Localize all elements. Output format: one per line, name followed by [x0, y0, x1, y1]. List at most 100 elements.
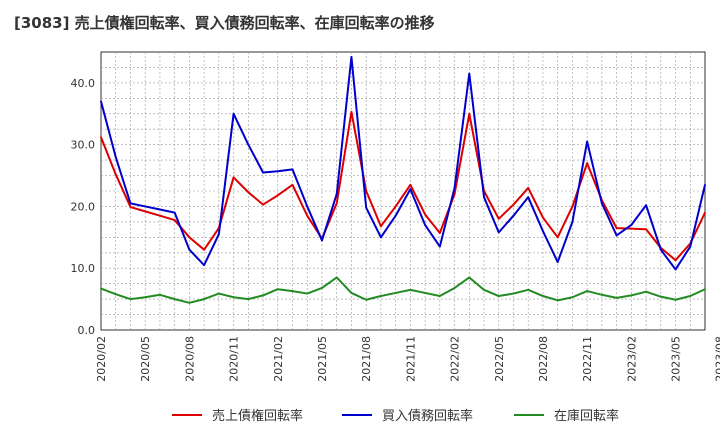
data-point	[350, 56, 353, 58]
data-point	[291, 168, 294, 171]
data-point	[114, 293, 117, 296]
x-tick-label: 2021/11	[404, 336, 417, 382]
data-point	[704, 288, 706, 291]
data-point	[188, 248, 191, 251]
data-point	[438, 232, 441, 234]
x-tick-label: 2022/11	[581, 336, 594, 382]
data-point	[571, 205, 574, 208]
data-point	[380, 236, 382, 239]
data-point	[335, 193, 338, 195]
y-tick-label: 10.0	[71, 262, 96, 275]
data-point	[586, 290, 589, 292]
data-point	[409, 188, 412, 191]
gridlines	[101, 52, 705, 330]
data-point	[144, 210, 147, 213]
data-point	[217, 233, 220, 236]
data-point	[100, 136, 102, 139]
data-point	[144, 205, 147, 208]
data-point	[276, 194, 279, 197]
data-point	[365, 190, 368, 192]
data-point	[645, 290, 647, 293]
data-point	[497, 217, 500, 220]
data-point	[674, 268, 677, 271]
data-point	[262, 203, 264, 206]
data-point	[159, 208, 161, 211]
x-tick-label: 2023/05	[670, 336, 683, 382]
data-point	[232, 112, 235, 115]
x-tick-label: 2023/02	[625, 336, 638, 382]
data-point	[365, 206, 368, 209]
data-point	[350, 111, 353, 113]
data-point	[262, 171, 264, 174]
data-point	[188, 236, 191, 239]
data-point	[586, 140, 589, 143]
data-point	[424, 213, 426, 216]
data-point	[232, 296, 235, 299]
data-point	[173, 211, 176, 214]
data-point	[321, 287, 323, 289]
data-point	[394, 205, 397, 208]
data-point	[100, 287, 102, 290]
y-tick-label: 0.0	[78, 324, 96, 337]
data-point	[409, 288, 412, 291]
data-point	[659, 295, 662, 298]
x-tick-label: 2021/08	[360, 336, 373, 382]
data-point	[247, 143, 250, 146]
data-point	[468, 72, 471, 75]
data-point	[409, 183, 412, 186]
data-point	[659, 248, 662, 251]
data-point	[586, 162, 589, 165]
data-point	[556, 261, 559, 263]
x-tick-label: 2022/08	[537, 336, 550, 382]
data-point	[453, 287, 456, 289]
data-point	[438, 245, 441, 248]
x-tick-label: 2021/02	[272, 336, 285, 382]
data-point	[159, 293, 161, 296]
data-point	[542, 295, 544, 297]
data-point	[527, 196, 530, 199]
data-point	[262, 294, 264, 297]
data-point	[542, 216, 544, 219]
data-point	[512, 292, 515, 295]
legend-label-3: 在庫回転率	[554, 408, 619, 424]
y-tick-label: 30.0	[71, 139, 96, 152]
data-point	[394, 292, 397, 294]
data-point	[512, 203, 515, 206]
data-point	[203, 248, 206, 251]
data-point	[276, 288, 279, 291]
data-point	[306, 205, 309, 208]
series-line-1	[100, 110, 706, 262]
data-point	[424, 224, 426, 226]
data-point	[527, 288, 530, 291]
data-point	[335, 276, 338, 279]
legend-label-2: 買入債務回転率	[382, 408, 473, 424]
data-point	[468, 112, 471, 115]
x-tick-label: 2020/11	[228, 336, 241, 382]
legend-label-1: 売上債権回転率	[212, 408, 303, 424]
y-tick-label: 20.0	[71, 200, 96, 213]
data-point	[704, 211, 706, 214]
data-point	[689, 295, 692, 297]
data-point	[600, 293, 603, 296]
data-point	[468, 276, 471, 279]
data-point	[247, 298, 250, 301]
data-point	[276, 170, 279, 173]
x-axis: 2020/02 2020/05 2020/08 2020/11 2021/02 2021/…	[95, 336, 720, 382]
data-point	[615, 234, 618, 237]
data-point	[159, 214, 161, 217]
data-point	[424, 292, 426, 294]
data-point	[380, 295, 382, 297]
data-point	[394, 214, 397, 217]
series-line-3	[100, 276, 706, 304]
data-point	[129, 202, 132, 205]
x-tick-label: 2020/08	[183, 336, 196, 382]
data-point	[689, 245, 692, 248]
data-point	[350, 292, 353, 294]
y-tick-label: 40.0	[71, 77, 96, 90]
data-point	[100, 100, 102, 103]
data-point	[497, 295, 500, 297]
data-point	[114, 156, 117, 158]
data-point	[571, 296, 574, 299]
data-point	[306, 214, 309, 217]
data-point	[556, 236, 559, 239]
